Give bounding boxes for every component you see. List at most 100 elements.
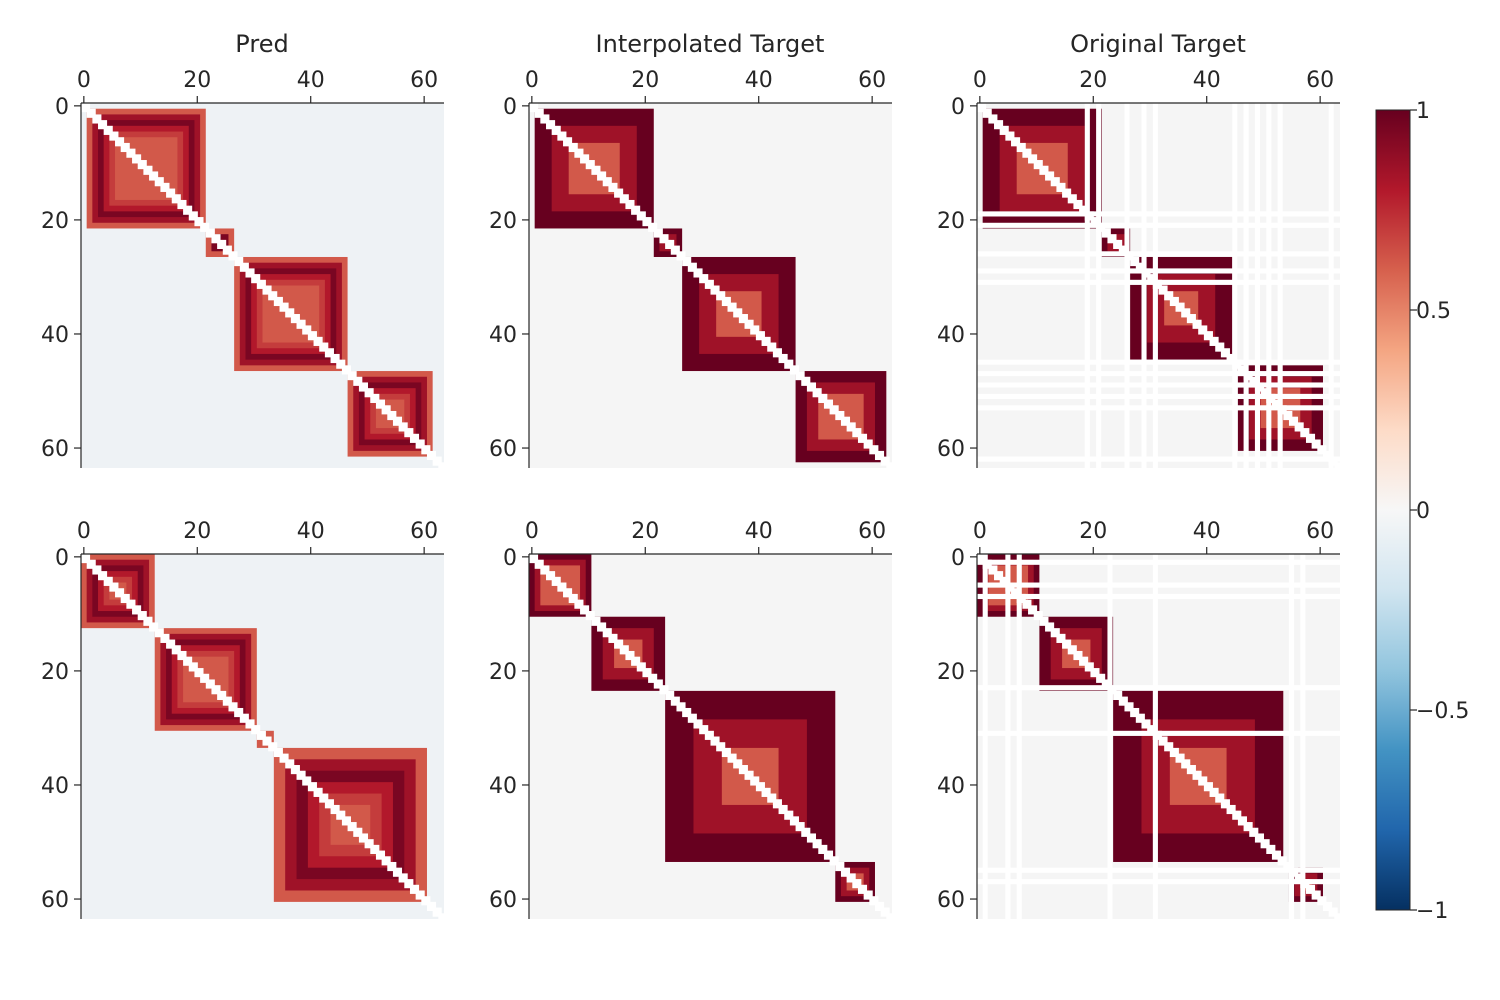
diagonal-cell <box>738 314 748 324</box>
diagonal-cell <box>1084 662 1094 672</box>
x-tick-label: 60 <box>410 68 438 93</box>
diagonal-cell <box>1039 616 1049 626</box>
diagonal-cell <box>869 445 879 455</box>
diagonal-cell <box>1288 867 1299 877</box>
diagonal-cell <box>1045 622 1055 632</box>
colorbar-tick-label: 0.5 <box>1416 299 1451 324</box>
diagonal-cell <box>1118 696 1128 706</box>
diagonal-cell <box>353 827 363 837</box>
diagonal-cell <box>591 616 601 626</box>
diagonal-cell <box>336 810 346 820</box>
diagonal-cell <box>676 702 686 712</box>
x-tick-label: 60 <box>1306 68 1334 93</box>
diagonal-cell <box>1215 793 1225 803</box>
diagonal-cell <box>273 296 283 307</box>
diagonal-cell <box>1090 217 1100 227</box>
diagonal-cell <box>659 685 669 695</box>
diagonal-cell <box>852 879 862 889</box>
y-tick-label: 60 <box>937 888 965 913</box>
diagonal-cell <box>375 850 386 860</box>
y-tick-label: 20 <box>489 660 517 685</box>
diagonal-cell <box>1158 285 1168 295</box>
diagonal-cell <box>1203 782 1213 792</box>
x-tick-label: 20 <box>631 68 659 93</box>
diagonal-cell <box>194 668 204 678</box>
diagonal-cell <box>563 588 573 598</box>
diagonal-cell <box>812 839 822 849</box>
diagonal-cell <box>132 605 142 615</box>
diagonal-cell <box>727 302 737 312</box>
diagonal-cell <box>540 565 550 575</box>
diagonal-cell <box>1254 382 1264 392</box>
diagonal-cell <box>1203 331 1213 341</box>
diagonal-cell <box>551 576 561 586</box>
diagonal-cell <box>177 650 187 661</box>
diagonal-cell <box>818 844 828 854</box>
diagonal-cell <box>1237 816 1247 826</box>
diagonal-cell <box>336 359 346 369</box>
x-tick-label: 20 <box>1079 68 1107 93</box>
diagonal-cell <box>1079 656 1089 666</box>
diagonal-cell <box>1096 222 1106 232</box>
diagonal-cell <box>228 702 238 712</box>
diagonal-cell <box>239 262 249 272</box>
diagonal-cell <box>302 325 312 335</box>
diagonal-cell <box>432 907 442 917</box>
x-tick-label: 0 <box>77 519 91 544</box>
diagonal-cell <box>534 559 544 569</box>
diagonal-cell <box>1011 588 1021 598</box>
diagonal-cell <box>262 736 272 746</box>
diagonal-cell <box>1215 342 1225 352</box>
diagonal-cell <box>160 633 170 643</box>
diagonal-cell <box>1101 228 1111 238</box>
heatmap-panel-4: 00 20 20 40 40 60 60 <box>41 519 448 923</box>
diagonal-cell <box>1067 645 1077 655</box>
diagonal-cell <box>166 639 176 649</box>
diagonal-cell <box>188 662 198 672</box>
diagonal-cell <box>1152 730 1162 740</box>
diagonal-cell <box>699 725 709 735</box>
diagonal-cell <box>256 279 266 289</box>
diagonal-cell <box>750 776 760 786</box>
diagonal-cell <box>529 554 539 564</box>
diagonal-cell <box>801 827 811 837</box>
diagonal-cell <box>171 645 181 655</box>
diagonal-cell <box>353 376 363 386</box>
diagonal-cell <box>109 582 119 592</box>
diagonal-cell <box>1056 633 1066 643</box>
diagonal-cell <box>1135 262 1145 272</box>
diagonal-cell <box>375 399 386 409</box>
diagonal-cell <box>1073 199 1083 210</box>
diagonal-cell <box>1220 348 1230 358</box>
diagonal-cell <box>1130 256 1140 267</box>
diagonal-cell <box>1011 137 1021 147</box>
diagonal-cell <box>211 685 221 695</box>
diagonal-cell <box>1147 725 1157 735</box>
diagonal-cell <box>557 131 567 141</box>
diagonal-cell <box>1152 279 1162 289</box>
diagonal-cell <box>149 622 159 632</box>
diagonal-cell <box>767 342 777 352</box>
x-tick-label: 40 <box>297 68 325 93</box>
y-tick-label: 60 <box>937 437 965 462</box>
diagonal-cell <box>1039 165 1049 175</box>
diagonal-cell <box>789 816 799 826</box>
diagonal-cell <box>1147 274 1157 284</box>
diagonal-cell <box>574 599 584 609</box>
diagonal-cell <box>982 108 992 118</box>
diagonal-cell <box>132 154 142 164</box>
diagonal-cell <box>1243 822 1253 832</box>
diagonal-cell <box>370 844 380 854</box>
diagonal-cell <box>1141 719 1151 729</box>
diagonal-cell <box>1283 861 1293 872</box>
diagonal-cell <box>426 901 437 912</box>
diagonal-cell <box>631 656 641 666</box>
diagonal-cell <box>1028 605 1038 615</box>
diagonal-cell <box>988 114 998 124</box>
diagonal-cell <box>387 410 397 421</box>
diagonal-cell <box>262 285 272 295</box>
diagonal-cell <box>1124 251 1134 261</box>
diagonal-cell <box>217 239 227 250</box>
diagonal-cell <box>687 262 697 272</box>
y-tick-label: 40 <box>41 323 69 348</box>
